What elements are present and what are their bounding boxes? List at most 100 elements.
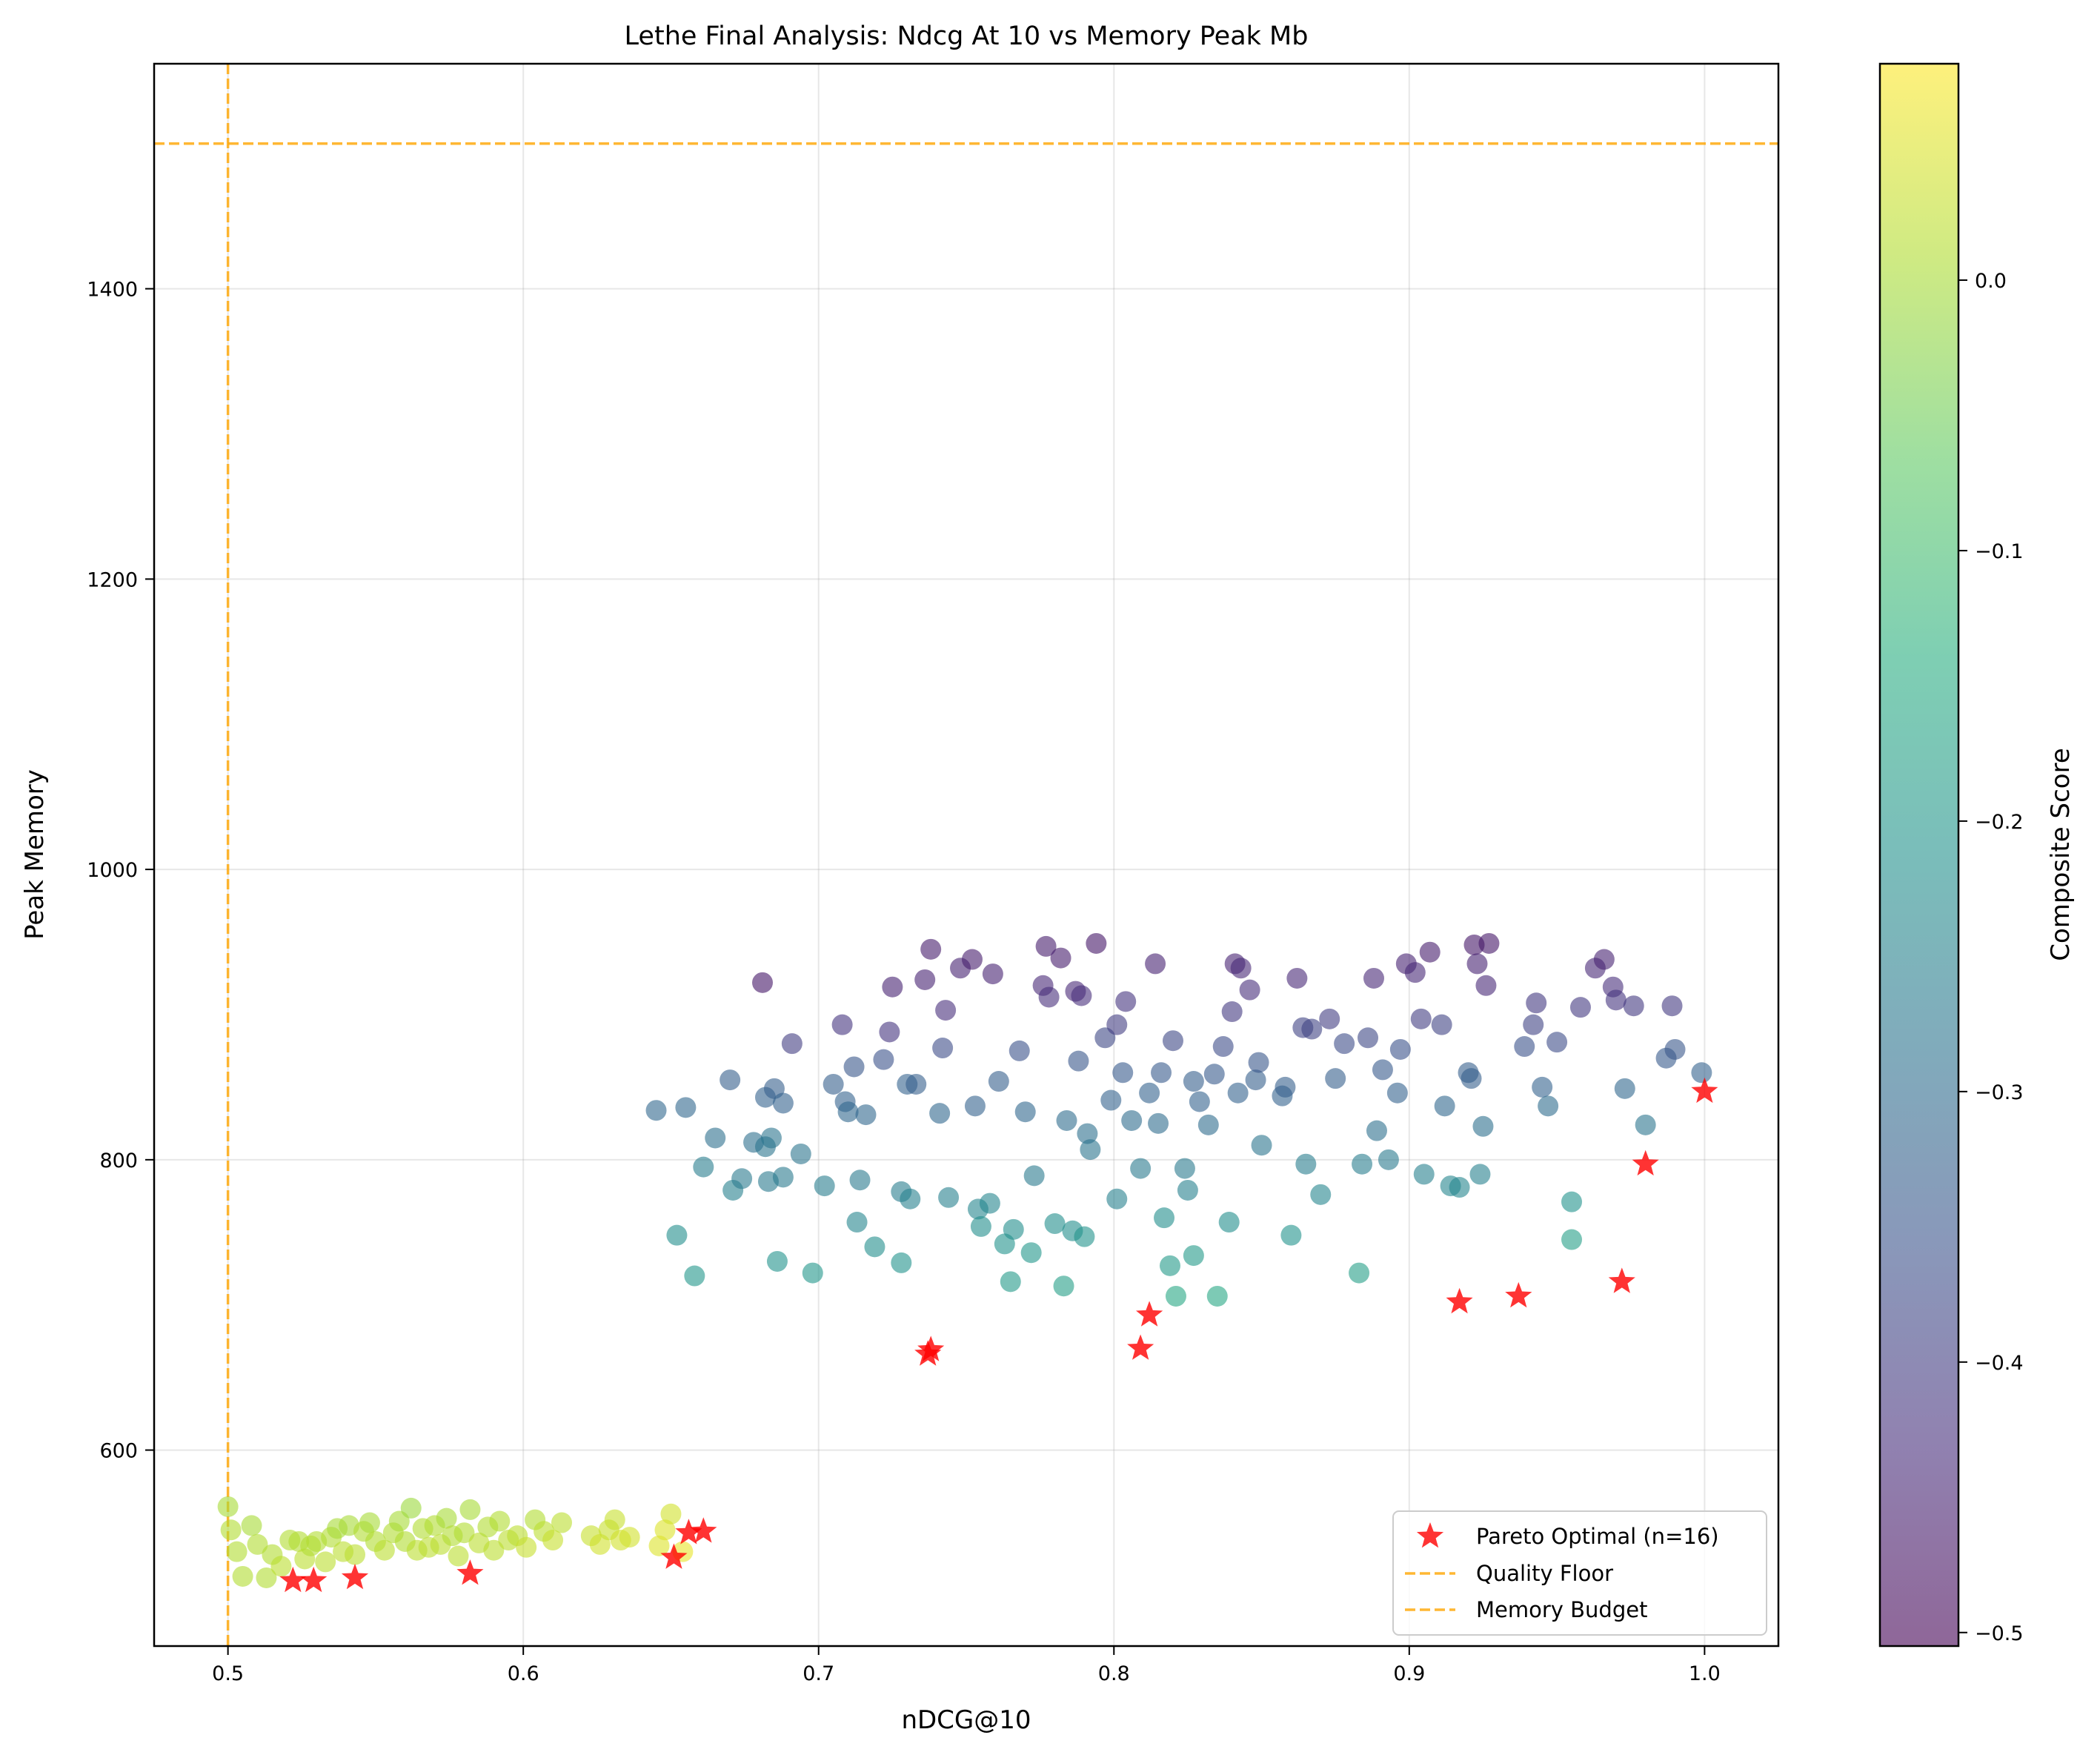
data-point xyxy=(1310,1184,1332,1205)
data-point xyxy=(752,972,774,993)
data-point xyxy=(1145,953,1166,975)
data-point xyxy=(988,1071,1009,1092)
data-point xyxy=(315,1551,336,1573)
data-point xyxy=(436,1507,457,1529)
data-point xyxy=(489,1510,511,1532)
x-tick-label: 0.6 xyxy=(508,1662,539,1685)
data-point xyxy=(1661,995,1683,1017)
data-point xyxy=(920,938,942,960)
data-point xyxy=(1020,1242,1042,1264)
data-point xyxy=(1478,932,1500,954)
colorbar-frame xyxy=(1878,62,1960,1648)
data-point xyxy=(1162,1030,1183,1052)
data-point xyxy=(1053,1275,1074,1297)
data-point xyxy=(1080,1139,1101,1161)
data-point xyxy=(1378,1149,1399,1170)
legend-label-quality-floor: Quality Floor xyxy=(1476,1561,1613,1586)
data-point xyxy=(831,1014,853,1035)
data-point xyxy=(864,1236,885,1258)
data-point xyxy=(345,1544,366,1565)
data-point xyxy=(1386,1082,1408,1104)
data-point xyxy=(1691,1062,1712,1084)
data-point xyxy=(542,1530,564,1551)
data-point xyxy=(855,1104,877,1126)
pareto-star xyxy=(1446,1287,1473,1314)
colorbar-label: Composite Score xyxy=(2046,748,2076,961)
data-point xyxy=(873,1049,894,1070)
y-tick-label: 800 xyxy=(99,1149,138,1172)
colorbar-tick-label: −0.4 xyxy=(1975,1352,2024,1375)
pareto-star xyxy=(917,1336,945,1361)
data-point xyxy=(1221,1001,1243,1023)
legend: Pareto Optimal (n=16) Quality Floor Memo… xyxy=(1392,1510,1767,1636)
data-point xyxy=(1561,1191,1583,1212)
data-point xyxy=(1605,989,1626,1011)
x-tick-label: 0.7 xyxy=(803,1662,834,1685)
x-tick-label: 1.0 xyxy=(1689,1662,1721,1685)
data-point xyxy=(1523,1014,1544,1035)
data-point xyxy=(790,1143,811,1164)
data-point xyxy=(1139,1082,1160,1104)
pareto-points xyxy=(279,1077,1718,1593)
x-axis-label: nDCG@10 xyxy=(901,1705,1031,1735)
data-point xyxy=(1212,1036,1234,1058)
data-point xyxy=(1130,1158,1152,1179)
data-point xyxy=(1112,1062,1134,1084)
data-point xyxy=(1466,953,1488,975)
y-tick-label: 1000 xyxy=(87,859,138,882)
data-point xyxy=(1546,1032,1568,1053)
colorbar-ticks: 0.0 −0.1 −0.2 −0.3 −0.4 −0.5 xyxy=(1958,270,2024,1645)
data-point xyxy=(1404,962,1426,983)
data-point xyxy=(247,1533,268,1555)
pareto-star xyxy=(456,1559,484,1585)
pareto-star xyxy=(1608,1267,1635,1293)
data-point xyxy=(232,1565,253,1587)
pareto-star xyxy=(1505,1281,1532,1308)
data-point xyxy=(1183,1245,1204,1267)
data-point xyxy=(1183,1071,1204,1092)
data-point xyxy=(772,1167,794,1188)
data-point xyxy=(660,1503,682,1525)
data-point xyxy=(373,1539,395,1561)
data-point xyxy=(823,1073,844,1095)
data-point xyxy=(891,1252,912,1273)
data-point xyxy=(849,1170,871,1191)
x-tick-label: 0.5 xyxy=(212,1662,244,1685)
data-point xyxy=(772,1092,794,1114)
data-point xyxy=(654,1519,676,1541)
data-point xyxy=(1275,1076,1296,1098)
data-point xyxy=(1197,1114,1219,1135)
data-point xyxy=(241,1515,262,1536)
data-point xyxy=(882,976,903,998)
data-point xyxy=(226,1541,247,1562)
data-point xyxy=(982,963,1003,985)
data-point xyxy=(516,1536,537,1558)
data-point xyxy=(1538,1095,1559,1117)
data-point xyxy=(453,1522,475,1544)
data-point xyxy=(1050,947,1071,969)
data-point xyxy=(1569,997,1591,1018)
data-point xyxy=(1561,1229,1583,1250)
data-point xyxy=(459,1499,481,1520)
data-point xyxy=(1106,1014,1128,1035)
data-point xyxy=(837,1101,859,1123)
data-point xyxy=(781,1033,803,1055)
colorbar: 0.0 −0.1 −0.2 −0.3 −0.4 −0.5 Composite Score xyxy=(1878,62,2076,1648)
data-point xyxy=(1177,1179,1198,1201)
data-point xyxy=(1248,1052,1269,1073)
data-point xyxy=(1100,1089,1122,1111)
data-point xyxy=(220,1519,242,1541)
data-point xyxy=(1203,1064,1225,1085)
y-axis-ticks: 600 800 1000 1200 1400 xyxy=(87,279,154,1463)
data-point xyxy=(979,1192,1000,1214)
data-point xyxy=(1372,1059,1393,1081)
data-point xyxy=(1074,1226,1095,1247)
data-point xyxy=(684,1265,705,1287)
data-point xyxy=(1230,958,1252,979)
data-point xyxy=(766,1250,788,1272)
data-point xyxy=(1295,1153,1317,1175)
data-point xyxy=(843,1056,865,1078)
data-point xyxy=(935,1000,957,1021)
data-point xyxy=(1526,992,1547,1014)
